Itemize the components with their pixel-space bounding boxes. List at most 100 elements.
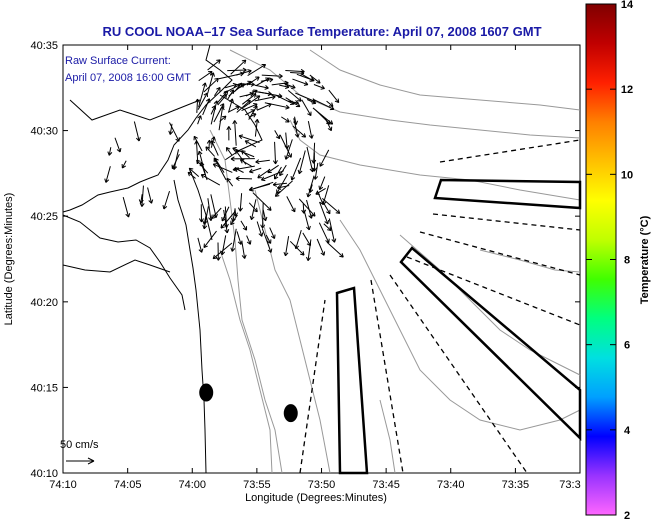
current-vector-head <box>303 133 307 138</box>
x-tick-label: 73:45 <box>372 479 400 491</box>
current-vector-head <box>217 256 221 261</box>
x-tick-label: 73:55 <box>243 479 271 491</box>
current-vector-head <box>313 212 316 217</box>
current-vector <box>254 119 258 137</box>
current-vector-head <box>294 102 299 105</box>
current-vector-head <box>253 102 258 105</box>
current-vector <box>301 73 314 82</box>
current-vector-head <box>230 222 235 226</box>
current-vector <box>298 150 306 174</box>
current-vector-head <box>211 140 216 144</box>
current-vector-head <box>309 189 314 193</box>
current-vector-head <box>285 86 290 90</box>
current-vector <box>271 82 289 86</box>
colorbar-ticks: 2 4 6 8 10 12 14 <box>586 0 634 519</box>
current-vector <box>211 140 219 156</box>
current-vector <box>114 137 121 153</box>
current-vector <box>321 198 341 214</box>
current-vector-head <box>205 98 210 102</box>
current-vector-head <box>203 245 208 249</box>
current-vector-head <box>229 89 234 93</box>
current-vector-head <box>128 213 131 218</box>
current-vector-head <box>295 120 299 125</box>
current-vector-head <box>307 257 311 262</box>
current-vector-head <box>253 210 258 213</box>
current-vector <box>248 202 258 213</box>
current-vector-head <box>320 88 325 90</box>
current-vector-head <box>310 77 314 82</box>
current-vector-head <box>284 80 289 84</box>
current-vector-head <box>269 79 274 83</box>
current-vector-head <box>198 218 202 223</box>
current-vector <box>269 227 275 239</box>
radar-wedges <box>335 178 582 475</box>
current-vector-head <box>285 107 290 110</box>
current-vector <box>173 149 180 170</box>
current-vector <box>225 83 237 89</box>
current-vector-head <box>213 163 218 165</box>
current-vector <box>207 198 212 221</box>
current-vector <box>202 98 210 116</box>
current-vector <box>171 153 180 169</box>
current-vector <box>236 231 242 245</box>
current-vector-head <box>222 106 225 111</box>
current-vector-head <box>278 93 283 97</box>
current-vector-head <box>205 146 208 151</box>
current-vector-head <box>237 82 243 85</box>
current-vector-head <box>254 93 257 98</box>
current-vector <box>133 121 140 142</box>
current-vector <box>262 209 267 221</box>
current-vector-head <box>172 166 176 170</box>
current-vector-head <box>335 212 340 214</box>
current-vector-head <box>279 173 284 177</box>
current-vector <box>193 136 203 152</box>
current-vector-head <box>226 229 230 234</box>
current-vector-head <box>196 159 198 165</box>
current-vector <box>230 59 247 75</box>
current-vector-head <box>239 159 243 164</box>
current-vector-head <box>241 150 246 152</box>
current-vector <box>234 120 237 146</box>
current-vector-head <box>272 96 276 100</box>
current-vector-head <box>326 211 331 215</box>
current-vector-head <box>261 179 266 182</box>
x-tick-label: 73:50 <box>308 479 336 491</box>
plot-frame <box>62 44 581 474</box>
current-vector-head <box>230 247 233 252</box>
current-vector <box>287 100 299 104</box>
current-vector-head <box>295 245 300 250</box>
current-vector-head <box>331 239 335 243</box>
current-vector <box>285 132 288 149</box>
current-vector <box>121 160 127 169</box>
current-vector <box>213 163 233 173</box>
current-vector-head <box>249 189 254 192</box>
current-vector-head <box>234 120 238 125</box>
current-vector-head <box>216 100 219 105</box>
current-vector <box>283 82 296 89</box>
chart-title: RU COOL NOAA–17 Sea Surface Temperature:… <box>102 24 541 39</box>
current-vector-head <box>257 95 261 100</box>
current-vector-head <box>319 201 324 206</box>
current-vector-head <box>214 77 219 80</box>
current-vector <box>226 147 233 156</box>
current-vector-head <box>334 100 339 104</box>
current-vector-head <box>255 159 260 163</box>
current-vector-head <box>220 226 225 229</box>
current-vector <box>218 106 224 131</box>
current-vector-head <box>328 123 333 125</box>
current-vector-head <box>285 84 290 88</box>
current-vector-head <box>320 252 325 256</box>
current-vector <box>200 162 208 181</box>
current-vector-head <box>200 115 202 120</box>
current-vector-head <box>263 64 267 69</box>
current-vector-head <box>254 118 258 123</box>
current-vector <box>318 222 330 243</box>
current-vector-head <box>211 136 215 140</box>
current-vector-head <box>291 87 296 89</box>
current-vector <box>244 109 255 116</box>
current-vector-head <box>196 159 201 162</box>
current-vector <box>231 228 237 252</box>
current-vector-head <box>231 248 236 252</box>
current-vector-head <box>140 199 144 204</box>
current-vector-head <box>267 93 272 97</box>
